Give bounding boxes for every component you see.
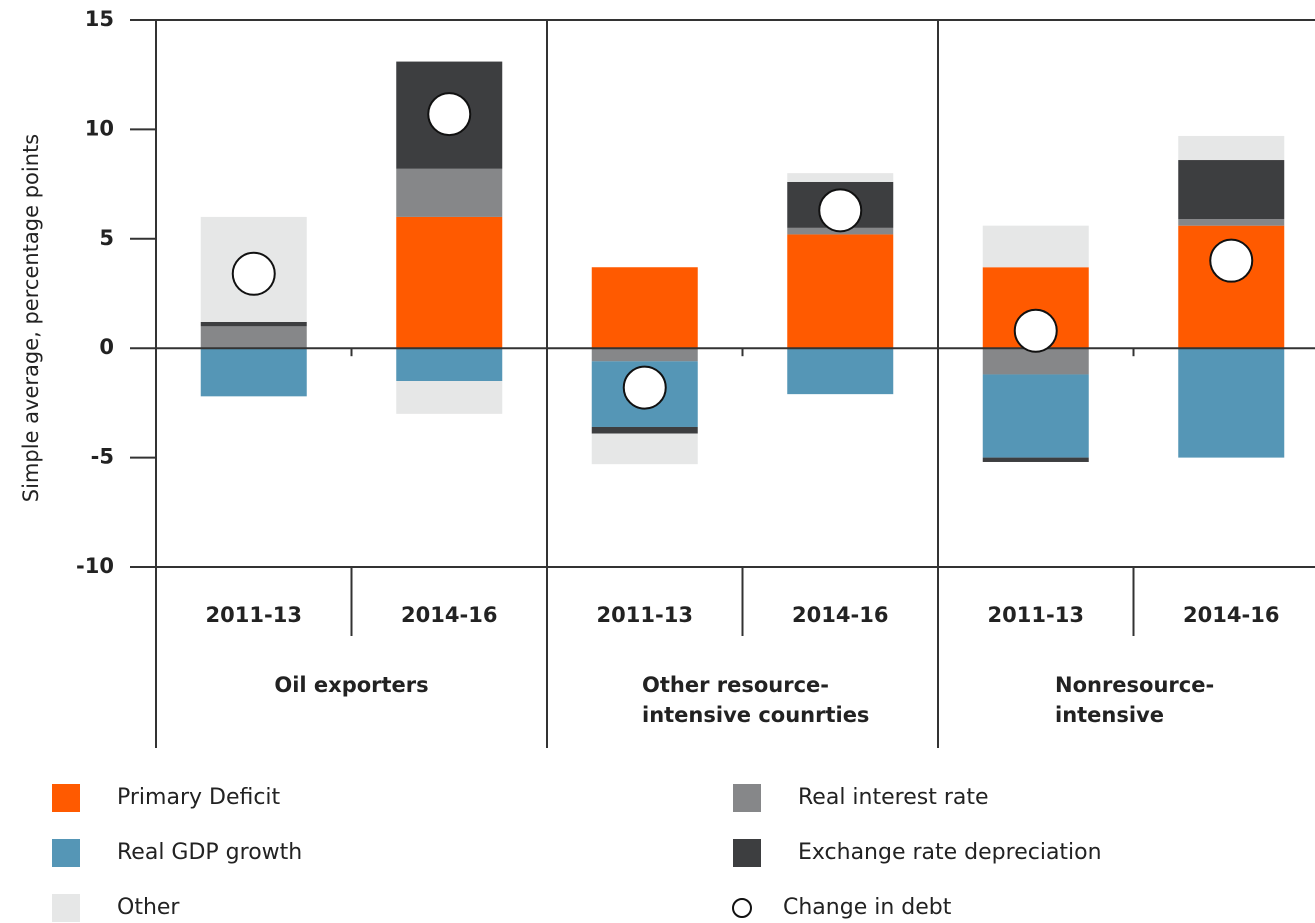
bar-segment bbox=[591, 267, 698, 349]
bar-segment bbox=[200, 348, 307, 397]
bar-segment bbox=[787, 348, 894, 395]
bar-segment bbox=[591, 426, 698, 434]
bar-segment bbox=[982, 225, 1089, 268]
legend-label: Other bbox=[117, 895, 180, 920]
y-axis-label: Simple average, percentage points bbox=[19, 134, 43, 502]
group-label: intensive counrties bbox=[642, 703, 869, 727]
legend-label: Real interest rate bbox=[798, 785, 989, 810]
y-tick-label: 10 bbox=[85, 116, 114, 140]
group-label: Oil exporters bbox=[274, 673, 428, 697]
y-tick-label: -10 bbox=[76, 554, 114, 578]
legend-swatch bbox=[733, 784, 761, 812]
bar-segment bbox=[1178, 160, 1285, 220]
bar-segment bbox=[396, 381, 503, 414]
bar-segment bbox=[787, 234, 894, 349]
bar-segment bbox=[591, 433, 698, 465]
debt-marker bbox=[231, 251, 276, 296]
bar-segment bbox=[200, 321, 307, 327]
bar-segment bbox=[1178, 219, 1285, 226]
x-tick-label: 2014-16 bbox=[401, 603, 497, 627]
x-tick-label: 2011-13 bbox=[206, 603, 302, 627]
y-tick-label: -5 bbox=[91, 445, 114, 469]
bar-segment bbox=[982, 374, 1089, 458]
x-tick-label: 2011-13 bbox=[597, 603, 693, 627]
debt-marker bbox=[818, 188, 863, 233]
bar-segment bbox=[396, 216, 503, 349]
bar-segment bbox=[591, 348, 698, 362]
bar-segment bbox=[200, 326, 307, 349]
y-tick-label: 5 bbox=[99, 226, 114, 250]
debt-marker bbox=[622, 365, 667, 410]
legend-swatch bbox=[733, 839, 761, 867]
bar-segment bbox=[396, 168, 503, 217]
x-tick-label: 2014-16 bbox=[1183, 603, 1279, 627]
x-tick-label: 2011-13 bbox=[988, 603, 1084, 627]
bar-segment bbox=[1178, 135, 1285, 161]
bar-segment bbox=[396, 348, 503, 382]
legend-swatch bbox=[52, 839, 80, 867]
bar-segment bbox=[982, 457, 1089, 462]
y-tick-label: 15 bbox=[85, 7, 114, 31]
legend-swatch bbox=[52, 894, 80, 922]
debt-marker bbox=[427, 92, 472, 137]
x-tick-label: 2014-16 bbox=[792, 603, 888, 627]
debt-marker bbox=[1013, 308, 1058, 353]
legend-marker bbox=[732, 898, 752, 918]
group-label: intensive bbox=[1055, 703, 1164, 727]
group-label: Other resource- bbox=[642, 673, 829, 697]
legend-label: Primary Deficit bbox=[117, 785, 281, 810]
debt-marker bbox=[1209, 238, 1254, 283]
bar-segment bbox=[787, 173, 894, 182]
bar-segment bbox=[1178, 348, 1285, 458]
legend-swatch bbox=[52, 784, 80, 812]
legend-label: Change in debt bbox=[783, 895, 952, 920]
legend-label: Exchange rate depreciation bbox=[798, 840, 1102, 865]
group-label: Nonresource- bbox=[1055, 673, 1214, 697]
y-tick-label: 0 bbox=[99, 335, 114, 359]
legend-label: Real GDP growth bbox=[117, 840, 302, 865]
